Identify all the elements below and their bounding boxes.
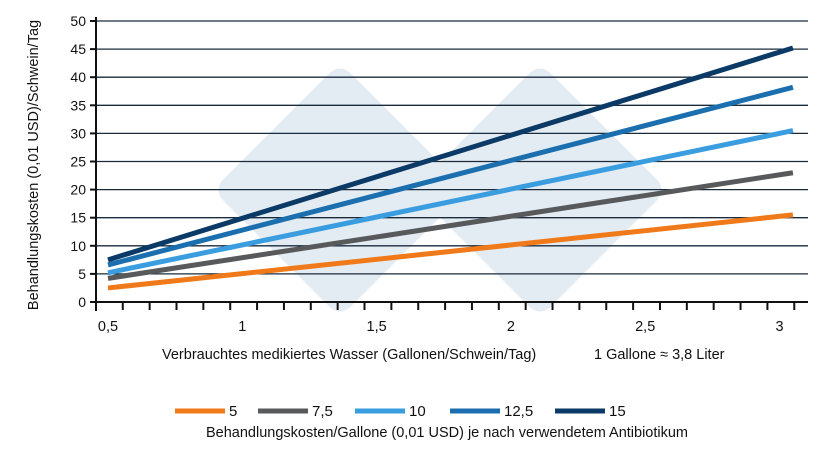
y-tick-label: 35	[70, 97, 86, 113]
y-axis-label: Behandlungskosten (0,01 USD)/Schwein/Tag	[26, 20, 42, 310]
series-line-5	[107, 212, 794, 291]
series-line-7-5	[107, 170, 794, 281]
x-tick-label: 2,5	[635, 319, 655, 335]
y-tick-label: 20	[70, 182, 86, 198]
legend-label: 15	[609, 403, 626, 420]
legend-label: 5	[229, 403, 237, 420]
x-axis-note: 1 Gallone ≈ 3,8 Liter	[594, 347, 725, 363]
x-axis-ticks: 0,5 1 1,5 2 2,5 3	[98, 302, 796, 335]
y-tick-label: 30	[70, 125, 86, 141]
x-tick-label: 3	[775, 319, 783, 335]
series-line-10	[107, 128, 794, 276]
series-line-12-5	[107, 84, 794, 268]
legend-label: 12,5	[504, 403, 533, 420]
series-line-15	[107, 45, 794, 263]
x-axis-label: Verbrauchtes medikiertes Wasser (Gallone…	[162, 347, 536, 363]
y-tick-label: 45	[70, 41, 86, 57]
y-tick-label: 25	[70, 154, 86, 170]
legend-label: 7,5	[312, 403, 333, 420]
legend: 5 7,5 10 12,5 15	[175, 403, 626, 420]
x-tick-label: 0,5	[98, 319, 118, 335]
gridlines	[96, 20, 808, 275]
y-tick-label: 10	[70, 238, 86, 254]
series-lines	[107, 45, 794, 291]
y-axis-ticks: 0 5 10 15 20 25 30 35 40 45 50	[70, 13, 96, 310]
x-tick-label: 1,5	[367, 319, 387, 335]
y-tick-label: 5	[78, 266, 86, 282]
x-tick-label: 2	[507, 319, 515, 335]
y-tick-label: 40	[70, 69, 86, 85]
y-tick-label: 50	[70, 13, 86, 29]
x-tick-label: 1	[238, 319, 246, 335]
legend-title: Behandlungskosten/Gallone (0,01 USD) je …	[206, 425, 688, 441]
legend-label: 10	[409, 403, 426, 420]
y-tick-label: 0	[78, 294, 86, 310]
y-tick-label: 15	[70, 210, 86, 226]
